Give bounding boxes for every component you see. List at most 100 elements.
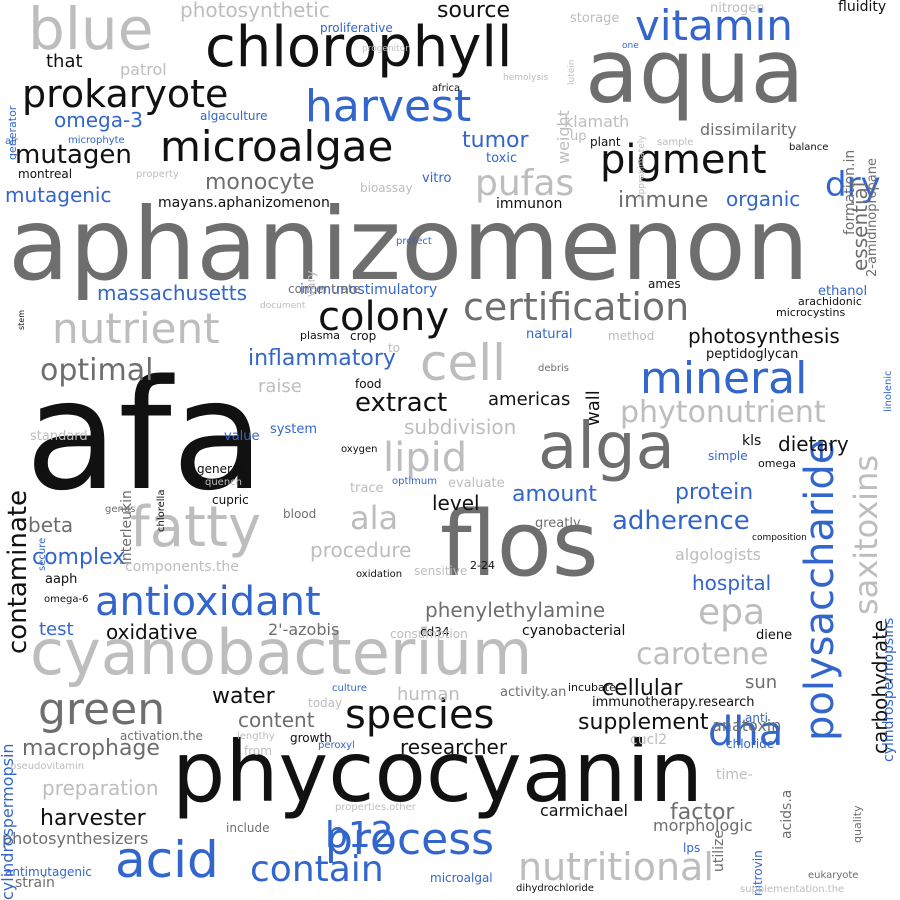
word-carotene: carotene [636,637,769,672]
word-microalgal: microalgal [430,871,493,885]
word-lutein: lutein [567,59,577,85]
word-genus: genus [105,504,136,515]
word-lipid: lipid [383,435,468,481]
word-anatoxin: anatoxin [712,716,782,735]
word-composition: composition [752,533,807,543]
word-subdivision: subdivision [404,415,517,439]
word-components-the: components.the [125,559,239,575]
word-cylindrospermopsins: cylindrospermopsins [881,617,897,762]
word-photosynthesizers: photosynthesizers [2,829,149,848]
word-antimutagenic: antimutagenic [5,865,92,879]
word-up: up [570,129,587,144]
word-stem: stem [17,309,26,330]
word-ethanol: ethanol [818,284,868,299]
word-peptidoglycan: peptidoglycan [706,347,799,362]
word-sensitive: sensitive [414,564,468,578]
word-oxidative: oxidative [106,620,198,644]
word-eukaryote: eukaryote [808,870,859,881]
word-include: include [226,821,270,835]
word-epa: epa [698,592,766,633]
word-linolenic: linolenic [883,370,894,412]
word-carmichael: carmichael [540,801,628,820]
word-patrol: patrol [120,60,167,79]
word-tumor: tumor [462,128,529,153]
word-amount: amount [512,482,597,507]
word-mutagenic: mutagenic [5,183,112,207]
word-aqua: aqua [585,20,805,123]
word-africa: africa [432,83,461,94]
word-morphologic: morphologic [653,816,753,835]
word-inflammatory: inflammatory [248,346,396,371]
word-acid: acid [115,831,219,889]
word-concentrate: concentrate [288,282,361,296]
word-trace: trace [350,481,384,496]
word-general: general [197,462,243,476]
word-arachidonic: arachidonic [798,295,862,308]
word-balance: balance [789,142,829,153]
word-cucl2: cucl2 [630,732,668,748]
word-optimum: optimum [392,476,437,487]
word-storage: storage [570,11,620,26]
word-immune: immune [618,188,709,213]
word-mayans-aphanizomenon: mayans.aphanizomenon [158,195,330,211]
word-beta: beta [28,513,74,537]
word-blood: blood [283,507,317,521]
word-aaph: aaph [45,572,78,587]
word-microcystins: microcystins [776,306,846,319]
word-value: value [224,429,260,444]
word-klamath: klamath [564,112,630,131]
word-cyanobacterial: cyanobacterial [522,623,626,639]
word-immunon: immunon [496,196,563,212]
word-photosynthetic: photosynthetic [180,0,330,22]
word-pigment: pigment [600,137,767,183]
word-sample: sample [657,137,694,148]
word-plant: plant [590,135,621,149]
word-harvester: harvester [40,806,146,831]
word-dissimilarity: dissimilarity [700,120,797,139]
word-algaculture: algaculture [200,109,268,123]
word-montreal: montreal [18,167,73,181]
word-adherence: adherence [612,506,750,536]
word-mineral: mineral [640,353,808,404]
word-immunostimulatory: immunostimulatory [300,282,438,298]
word-progenitor: progenitor [362,44,409,54]
word-americas: americas [488,389,571,410]
word-simple: simple [708,449,748,463]
word-consumption: consumption [390,627,468,641]
word-nitrogen: nitrogen [710,1,765,16]
word-greatly: greatly [535,516,581,531]
word-standard: standard [30,429,88,444]
word-content: content [238,708,315,732]
word-incubate: incubate [568,681,616,694]
word-protein: protein [675,480,754,505]
word-cd34: cd34 [420,625,450,639]
word-cupric: cupric [212,493,249,507]
word-blue: blue [28,0,154,63]
word-peroxyl: peroxyl [318,740,355,751]
word-monocyte: monocyte [205,170,315,195]
word-lengthy: lengthy [237,731,275,742]
word-omega: omega [758,457,796,470]
word-researcher: researcher [400,735,508,759]
word-water: water [212,684,275,709]
word-phytonutrient: phytonutrient [620,395,826,430]
word-to: to [388,341,401,355]
word-fluidity: fluidity [838,0,887,15]
word-microphyte: microphyte [68,135,125,146]
word-properties-other: properties.other [335,802,416,813]
word-method: method [608,329,655,343]
word-hemolysis: hemolysis [503,73,549,83]
word-preparation: preparation [42,776,159,800]
word-that: that [46,51,83,72]
word-complex: complex [32,545,126,570]
word-approximately: approximately [637,135,647,200]
word-green: green [38,684,166,735]
word-kls: kls [742,433,762,449]
word-generator: generator [6,105,19,160]
word-vitamin: vitamin [635,1,793,50]
word-vary: vary [304,270,318,298]
word-raise: raise [258,376,302,397]
word-2-amidinopropane: 2-amidinopropane [865,158,880,277]
word-photosynthesis: photosynthesis [688,324,840,348]
